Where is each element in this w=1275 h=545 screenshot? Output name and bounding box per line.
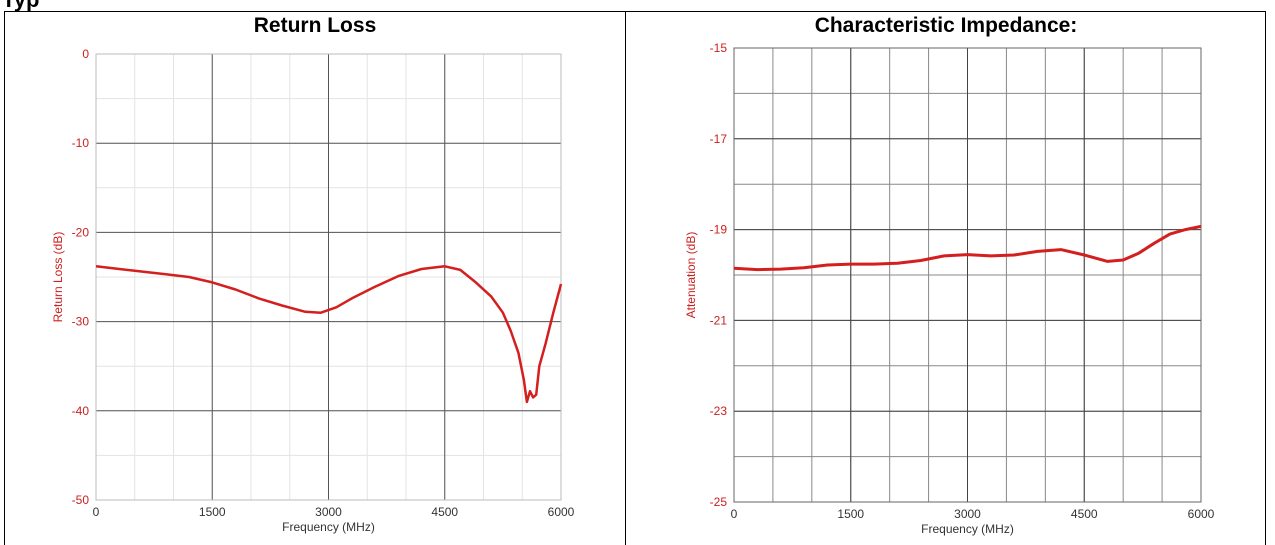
y-tick-label: -21: [710, 313, 728, 327]
y-axis-label: Attenuation (dB): [684, 232, 698, 319]
y-tick-label: -50: [72, 493, 90, 507]
x-tick-label: 6000: [1188, 507, 1215, 521]
y-tick-label: -17: [710, 132, 728, 146]
x-axis-label: Frequency (MHz): [921, 522, 1014, 536]
impedance-title: Characteristic Impedance:: [814, 14, 1078, 37]
y-axis-label: Return Loss (dB): [51, 232, 65, 323]
x-tick-label: 3000: [954, 507, 981, 521]
data-line: [733, 224, 1202, 272]
x-tick-label: 3000: [315, 505, 342, 519]
data-line: [95, 265, 563, 404]
panel-divider: [625, 11, 626, 545]
plot-border: [95, 53, 562, 501]
x-tick-label: 1500: [837, 507, 864, 521]
x-tick-label: 4500: [431, 505, 458, 519]
x-tick-label: 4500: [1071, 507, 1098, 521]
return-loss-title: Return Loss: [253, 14, 377, 37]
table-frame: [4, 11, 1266, 545]
x-tick-label: 0: [93, 505, 100, 519]
x-tick-label: 0: [731, 507, 738, 521]
y-tick-label: -30: [72, 315, 90, 329]
y-tick-label: -25: [710, 495, 728, 509]
x-tick-label: 6000: [548, 505, 575, 519]
page-heading: Typ: [2, 0, 39, 11]
y-tick-label: -23: [710, 404, 728, 418]
y-tick-label: -10: [72, 136, 90, 150]
y-tick-label: -20: [72, 225, 90, 239]
y-tick-label: -15: [710, 41, 728, 55]
y-tick-label: -19: [710, 223, 728, 237]
plot-border: [733, 47, 1202, 503]
y-tick-label: 0: [82, 47, 89, 61]
x-tick-label: 1500: [199, 505, 226, 519]
x-axis-label: Frequency (MHz): [282, 520, 375, 534]
y-tick-label: -40: [72, 404, 90, 418]
